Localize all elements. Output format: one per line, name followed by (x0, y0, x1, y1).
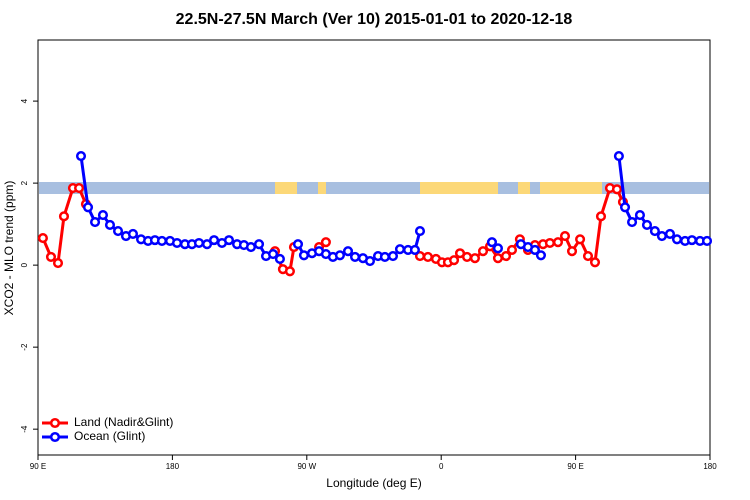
map-strip (39, 182, 709, 194)
data-point (671, 234, 683, 245)
data-point (394, 244, 406, 255)
y-tick-label: -4 (20, 425, 29, 433)
y-tick-label: 0 (20, 262, 29, 267)
data-point (171, 237, 183, 249)
data-point (619, 202, 631, 213)
x-tick-label: 180 (166, 462, 180, 471)
data-point (75, 151, 87, 162)
data-point (613, 151, 624, 162)
data-point (127, 228, 139, 240)
data-point (97, 210, 109, 221)
data-point (611, 184, 623, 195)
land-strip (318, 182, 326, 194)
land-strip (518, 182, 530, 194)
data-point (552, 237, 564, 248)
data-point (82, 202, 94, 213)
data-point (656, 230, 667, 242)
legend-label: Ocean (Glint) (74, 429, 145, 443)
x-tick-label: 90 W (297, 462, 316, 471)
data-point (529, 244, 541, 256)
data-point (156, 235, 167, 246)
data-point (193, 237, 205, 249)
data-point (284, 266, 295, 277)
data-point (575, 234, 586, 245)
data-point (559, 230, 571, 242)
data-point (74, 182, 85, 194)
y-tick-label: 4 (20, 98, 29, 103)
data-point (461, 251, 473, 262)
data-point (320, 237, 331, 248)
data-point (626, 217, 638, 228)
data-point (566, 246, 578, 257)
data-point (477, 246, 489, 257)
data-point (209, 235, 220, 246)
data-point (544, 237, 555, 249)
legend-marker (49, 417, 61, 429)
legend-marker (49, 431, 61, 443)
data-point (535, 250, 547, 261)
data-point (292, 239, 304, 250)
data-point (500, 251, 512, 262)
chart-title: 22.5N-27.5N March (Ver 10) 2015-01-01 to… (176, 11, 573, 28)
data-point (274, 253, 285, 265)
data-point (414, 226, 426, 237)
data-point (245, 242, 256, 253)
data-point (201, 239, 213, 250)
x-tick-label: 90 E (30, 462, 46, 471)
data-point (448, 255, 460, 266)
data-point (104, 219, 116, 230)
data-point (409, 244, 420, 256)
data-point (387, 251, 399, 262)
data-point (268, 249, 279, 260)
y-axis-label: XCO2 - MLO trend (ppm) (2, 181, 16, 316)
data-point (422, 251, 433, 262)
data-point (469, 253, 480, 264)
data-point (582, 251, 594, 262)
data-point (506, 244, 518, 256)
data-point (379, 251, 390, 262)
land-strip (540, 182, 602, 194)
data-point (664, 228, 676, 240)
plot-frame (37, 39, 711, 456)
x-tick-label: 180 (703, 462, 717, 471)
data-point (634, 210, 646, 221)
data-point (595, 211, 607, 222)
data-point (649, 226, 660, 237)
data-point (486, 237, 498, 248)
x-axis-label: Longitude (deg E) (326, 476, 421, 490)
y-tick-label: 2 (20, 180, 29, 185)
land-strip (275, 182, 297, 194)
data-point (492, 253, 503, 264)
data-point (364, 255, 376, 267)
data-point (342, 246, 354, 257)
data-point (58, 211, 70, 222)
data-point (253, 239, 265, 250)
data-point (298, 250, 310, 261)
data-point (112, 226, 124, 237)
data-point (641, 219, 653, 230)
data-point (89, 217, 101, 228)
data-point (701, 235, 713, 246)
x-tick-label: 0 (439, 462, 444, 471)
data-point (349, 251, 361, 262)
data-point (45, 251, 57, 262)
legend-label: Land (Nadir&Glint) (74, 415, 173, 429)
land-strip (420, 182, 498, 194)
y-tick-label: -2 (20, 343, 29, 351)
data-point (589, 257, 601, 268)
data-point (37, 233, 48, 244)
x-tick-label: 90 E (567, 462, 583, 471)
data-point (492, 243, 503, 254)
data-point (686, 235, 697, 246)
data-point (223, 235, 235, 246)
data-point (334, 250, 346, 261)
data-point (52, 258, 64, 269)
